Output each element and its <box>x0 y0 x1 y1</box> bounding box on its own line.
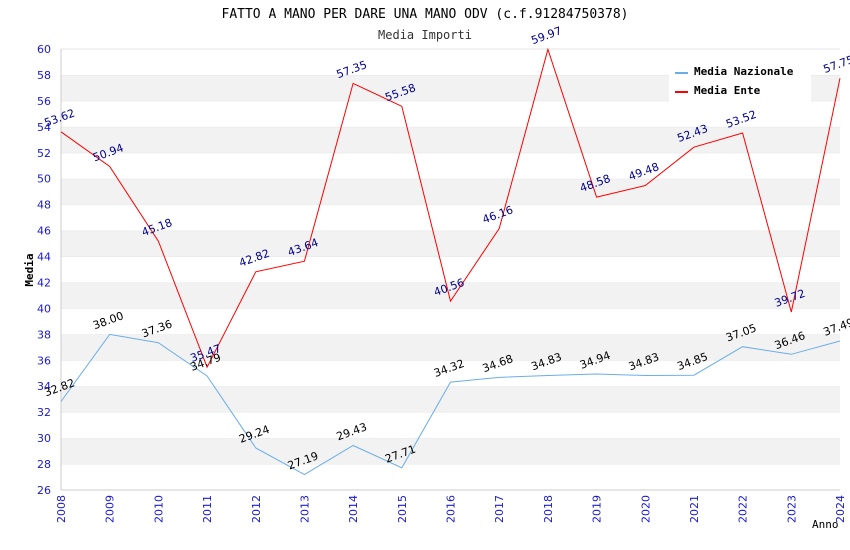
x-tick-label: 2022 <box>737 495 750 523</box>
grid-band <box>61 464 840 490</box>
y-tick-label: 52 <box>37 147 51 160</box>
y-tick-label: 54 <box>37 121 51 134</box>
grid-band <box>61 152 840 179</box>
y-tick-label: 50 <box>37 173 51 186</box>
x-tick-label: 2014 <box>347 495 360 523</box>
grid-band <box>61 334 840 361</box>
series-line-ente <box>60 47 841 369</box>
grid-band <box>61 178 840 205</box>
y-tick-label: 44 <box>37 251 51 264</box>
y-tick-label: 48 <box>37 199 51 212</box>
series-line-nazionale <box>60 333 841 476</box>
chart-subtitle: Media Importi <box>378 28 472 42</box>
x-axis-title: Anno <box>812 518 839 531</box>
y-tick-label: 40 <box>37 302 51 315</box>
y-tick-label: 30 <box>37 432 51 445</box>
grid-band <box>61 308 840 335</box>
legend-label-ente: Media Ente <box>694 84 761 97</box>
x-tick-label: 2023 <box>785 495 798 523</box>
series-lines <box>60 47 841 476</box>
y-tick-label: 56 <box>37 95 51 108</box>
x-tick-label: 2010 <box>152 495 165 523</box>
grid-band <box>61 126 840 153</box>
y-tick-label: 46 <box>37 225 51 238</box>
x-tick-label: 2020 <box>639 495 652 523</box>
y-tick-label: 32 <box>37 406 51 419</box>
legend-label-nazionale: Media Nazionale <box>694 65 794 78</box>
x-tick-label: 2018 <box>542 495 555 523</box>
y-tick-label: 58 <box>37 69 51 82</box>
x-tick-label: 2015 <box>396 495 409 523</box>
data-label: 59.97 <box>529 24 563 47</box>
y-tick-label: 28 <box>37 458 51 471</box>
x-tick-label: 2021 <box>688 495 701 523</box>
grid-bands <box>61 48 840 490</box>
y-axis-title: Media <box>23 253 36 286</box>
y-tick-label: 26 <box>37 484 51 497</box>
x-tick-label: 2016 <box>445 495 458 523</box>
legend: Media Nazionale Media Ente <box>669 60 811 102</box>
y-tick-label: 60 <box>37 43 51 56</box>
x-tick-label: 2017 <box>493 495 506 523</box>
grid-band <box>61 256 840 283</box>
grid-band <box>61 438 840 465</box>
y-tick-label: 38 <box>37 328 51 341</box>
x-tick-label: 2011 <box>201 495 214 523</box>
x-tick-labels: 2008 2009 2010 2011 2012 2013 2014 2015 2016 2017… <box>55 495 847 523</box>
grid-band <box>61 230 840 257</box>
chart-title: FATTO A MANO PER DARE UNA MANO ODV (c.f.… <box>222 7 629 22</box>
grid-band <box>61 412 840 439</box>
grid-band <box>61 282 840 309</box>
y-tick-label: 34 <box>37 380 51 393</box>
legend-box <box>669 60 811 102</box>
x-tick-label: 2009 <box>104 495 117 523</box>
y-tick-labels: 26 28 30 32 34 36 38 40 42 44 46 48 50 52 54 56 58 60 <box>37 43 51 497</box>
grid-band <box>61 100 840 127</box>
x-tick-label: 2012 <box>250 495 263 523</box>
grid-band <box>61 386 840 413</box>
y-tick-label: 36 <box>37 354 51 367</box>
x-tick-label: 2019 <box>591 495 604 523</box>
x-tick-label: 2013 <box>298 495 311 523</box>
axes <box>60 49 840 491</box>
grid-band <box>61 204 840 231</box>
x-tick-label: 2024 <box>834 495 847 523</box>
y-tick-label: 42 <box>37 276 51 289</box>
x-tick-label: 2008 <box>55 495 68 523</box>
